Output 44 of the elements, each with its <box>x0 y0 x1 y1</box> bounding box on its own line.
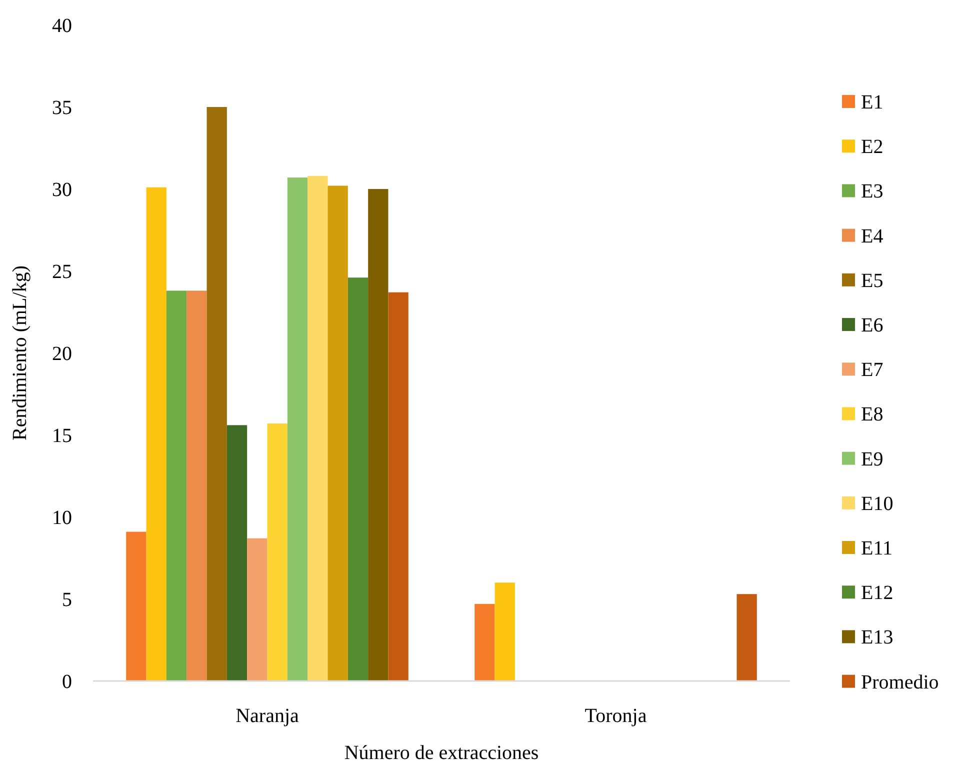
legend-label: E5 <box>861 270 884 292</box>
bar <box>186 290 207 681</box>
legend-label: E10 <box>861 492 894 515</box>
bar <box>368 189 388 681</box>
y-tick-label: 25 <box>52 261 72 283</box>
x-tick-label: Toronja <box>584 705 647 727</box>
y-tick-label: 5 <box>62 589 72 611</box>
legend-label: E1 <box>861 92 884 114</box>
bar <box>206 107 227 681</box>
x-axis-title: Número de extracciones <box>344 742 539 764</box>
y-tick-label: 15 <box>52 425 72 447</box>
y-tick-label: 20 <box>52 343 72 365</box>
y-tick-label: 10 <box>52 507 72 529</box>
y-tick-label: 30 <box>52 179 72 201</box>
bar <box>146 187 166 681</box>
legend-label: E12 <box>861 582 894 604</box>
bar <box>226 425 248 681</box>
bar <box>247 538 268 681</box>
bar <box>287 178 308 681</box>
x-tick-label: Naranja <box>236 705 300 727</box>
legend-label: E8 <box>861 404 884 426</box>
legend-label: E11 <box>861 538 892 560</box>
legend-label: Promedio <box>861 671 939 694</box>
y-axis-title: Rendimiento (mL/kg) <box>9 266 31 440</box>
bar <box>126 532 146 681</box>
bar <box>388 292 408 681</box>
legend-label: E2 <box>861 136 884 158</box>
legend-label: E9 <box>861 448 884 470</box>
y-tick-label: 35 <box>52 97 72 119</box>
legend-label: E3 <box>861 180 884 203</box>
bar <box>474 604 495 681</box>
legend-label: E7 <box>861 359 884 382</box>
bar <box>736 594 757 681</box>
y-tick-label: 40 <box>52 15 72 37</box>
legend-label: E4 <box>861 225 884 248</box>
legend-label: E13 <box>861 626 894 649</box>
bar <box>348 278 368 681</box>
bar <box>494 582 515 681</box>
legend-label: E6 <box>861 314 884 336</box>
y-tick-label: 0 <box>62 671 72 693</box>
bar <box>328 186 348 681</box>
bar <box>166 290 187 681</box>
bar <box>267 424 288 681</box>
bar <box>308 176 328 681</box>
